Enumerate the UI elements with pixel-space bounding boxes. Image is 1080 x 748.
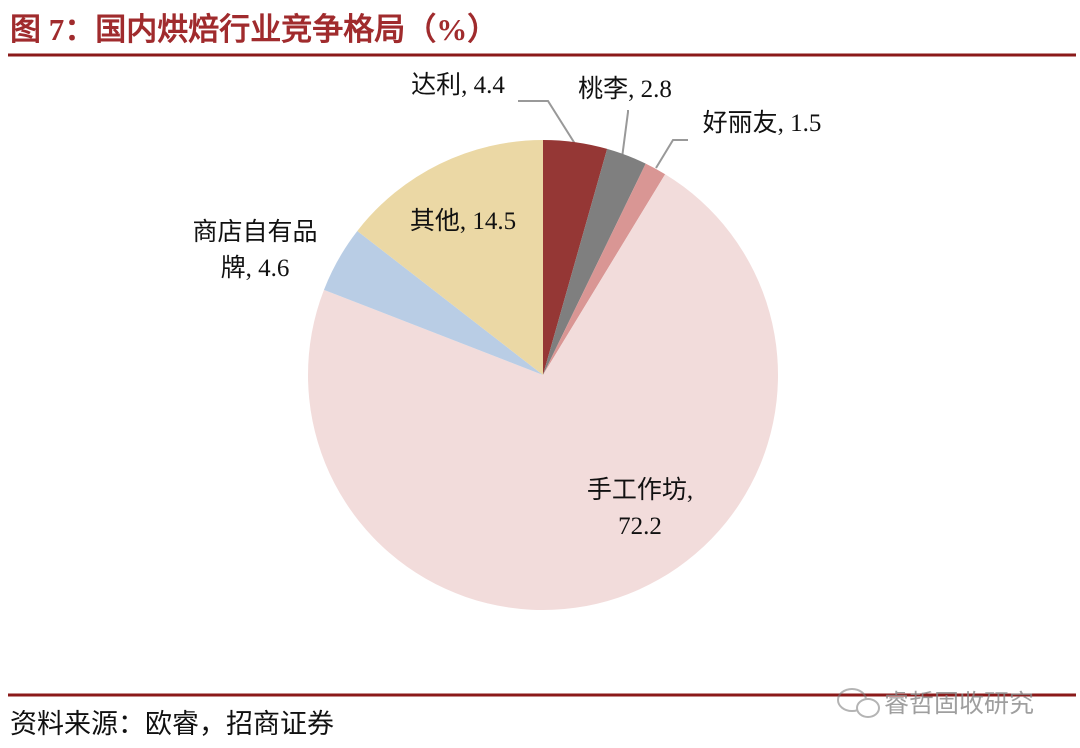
- data-label: 好丽友, 1.5: [703, 109, 822, 137]
- leader-line: [621, 110, 629, 159]
- leader-line: [518, 100, 578, 148]
- data-label-line: 桃李, 2.8: [578, 75, 672, 103]
- data-label: 其他, 14.5: [410, 207, 516, 235]
- data-label-line: 72.2: [618, 513, 662, 540]
- leader-lines: [518, 100, 688, 169]
- data-label-line: 商店自有品: [192, 218, 317, 246]
- pie-slice: 手工作坊: [308, 174, 779, 610]
- data-label-line: 牌, 4.6: [221, 254, 290, 282]
- watermark: 睿哲固收研究: [884, 689, 1034, 718]
- pie-slice: 好丽友: [543, 163, 666, 375]
- data-label-line: 手工作坊,: [587, 476, 693, 504]
- data-label: 手工作坊, 72.2: [587, 476, 693, 540]
- data-label-line: 其他, 14.5: [410, 207, 516, 235]
- data-label-line: 达利, 4.4: [411, 71, 505, 99]
- watermark-icon: [837, 688, 880, 718]
- data-label: 桃李, 2.8: [578, 75, 672, 103]
- source-note: 资料来源：欧睿，招商证券: [10, 709, 334, 739]
- data-label-line: 好丽友, 1.5: [703, 109, 822, 137]
- pie-slice: 商店自有品牌: [323, 230, 543, 375]
- data-label: 达利, 4.4: [411, 71, 505, 99]
- pie-slice: 其他: [357, 140, 543, 375]
- chart-title: 图 7：国内烘焙行业竞争格局（%）: [10, 12, 498, 47]
- pie-slice: 达利: [543, 140, 608, 375]
- leader-line: [655, 139, 688, 169]
- data-label: 商店自有品牌, 4.6: [192, 218, 317, 282]
- pie-slice: 桃李: [543, 148, 646, 375]
- pie: 达利桃李好丽友手工作坊商店自有品牌其他: [308, 140, 779, 610]
